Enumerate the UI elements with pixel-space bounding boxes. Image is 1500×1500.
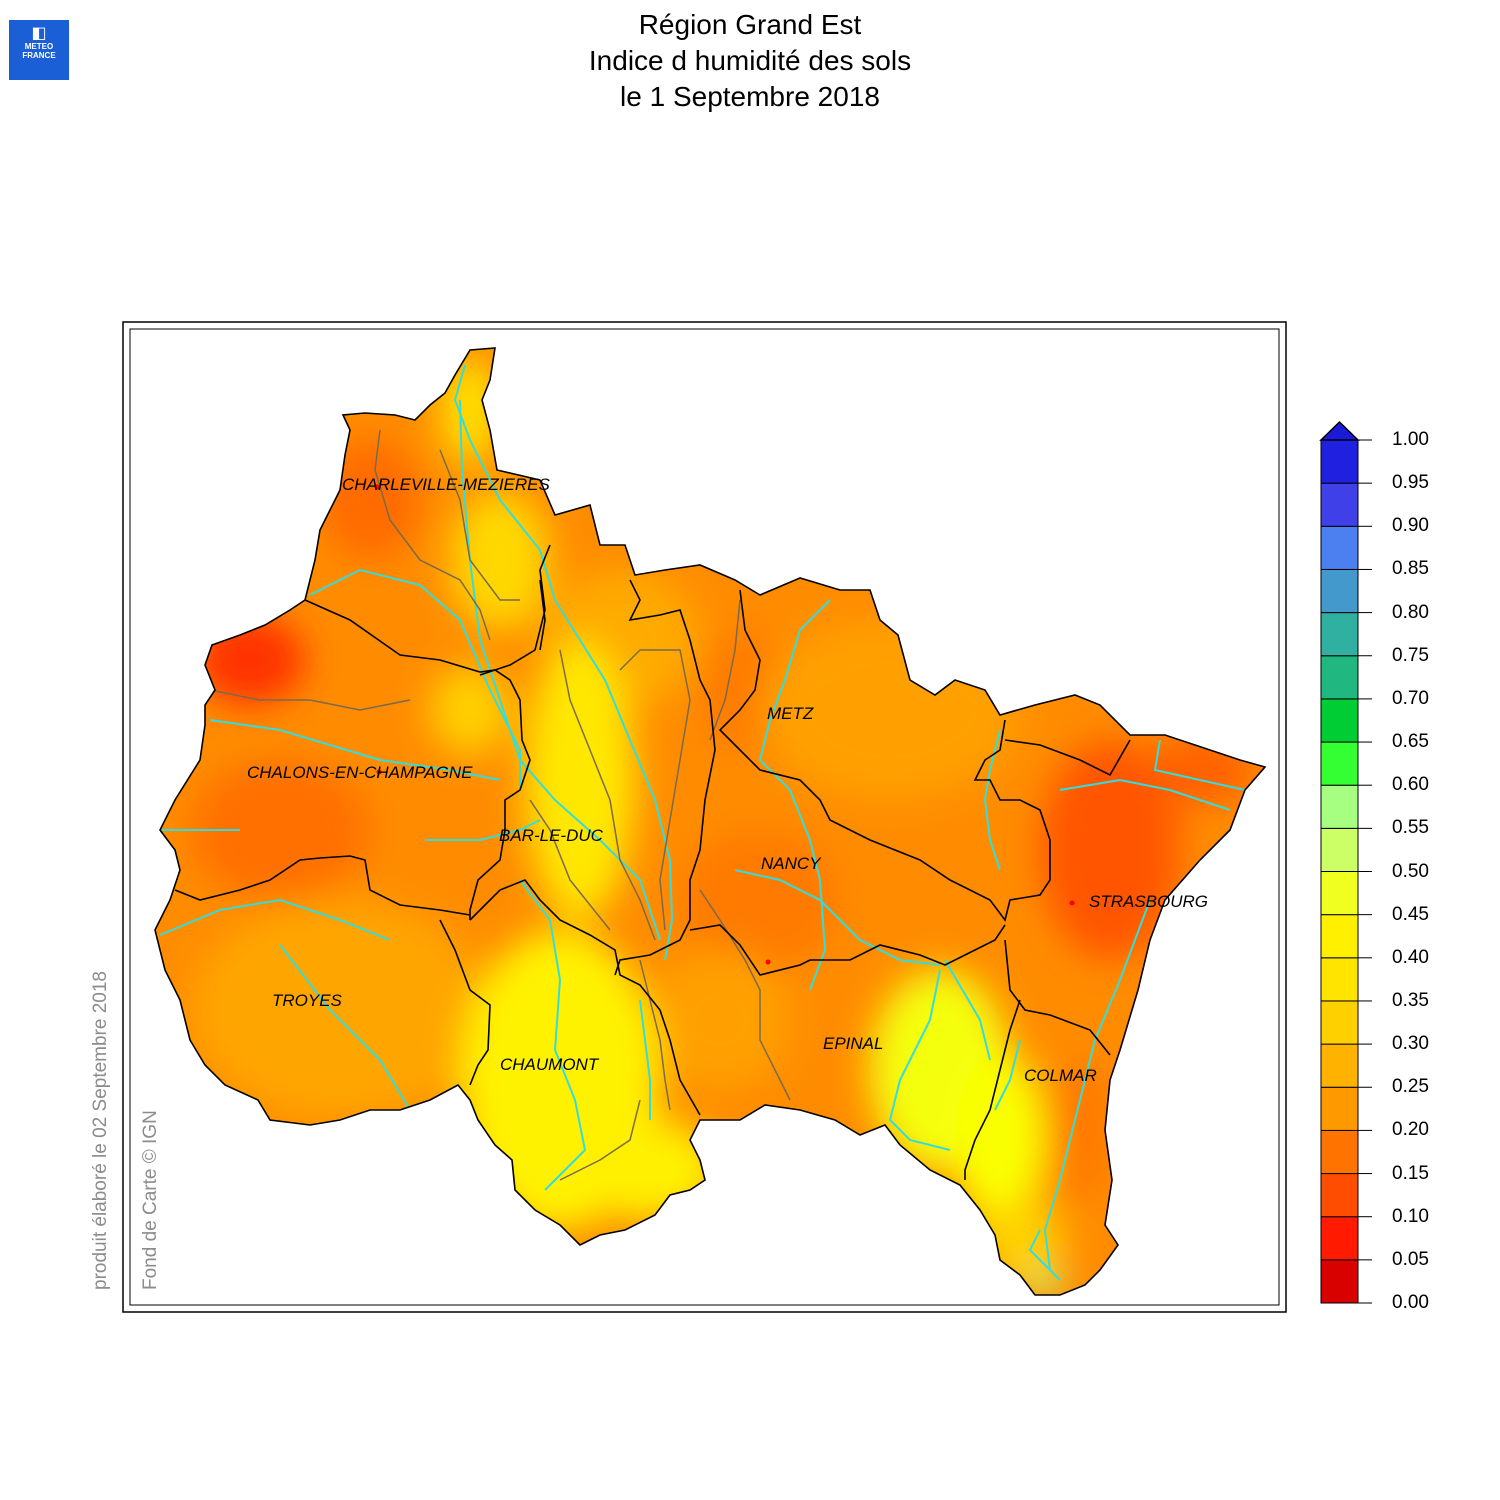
- scale-tick-label: 0.25: [1392, 1076, 1429, 1098]
- scale-swatch: [1320, 525, 1359, 570]
- title-region: Région Grand Est: [638, 9, 862, 40]
- scale-overflow-triangle: [1319, 420, 1360, 441]
- city-label-epinal: EPINAL: [823, 1034, 883, 1053]
- scale-tick-label: 0.00: [1392, 1292, 1429, 1313]
- scale-tick-label: 0.35: [1392, 989, 1429, 1011]
- logo-line1: METEO: [24, 42, 54, 51]
- scale-tick-label: 0.75: [1392, 644, 1429, 666]
- scale-tick-label: 0.60: [1392, 774, 1429, 796]
- city-marker-epinal: [765, 959, 771, 965]
- scale-tick-label: 0.05: [1392, 1248, 1429, 1270]
- scale-swatch: [1320, 1086, 1359, 1131]
- soil-moisture-field: [155, 348, 1265, 1295]
- city-marker-strasbourg: [1069, 900, 1075, 906]
- scale-swatch: [1320, 698, 1359, 743]
- scale-swatch: [1320, 1216, 1359, 1261]
- city-marker-chalons: [376, 769, 382, 775]
- scale-tick-label: 0.85: [1392, 558, 1429, 580]
- map-frame-inner: [129, 328, 1280, 1306]
- logo-mark-icon: ◧: [31, 25, 47, 42]
- rivers: [159, 364, 1246, 1281]
- city-label-colmar: COLMAR: [1024, 1066, 1097, 1085]
- scale-tick-label: 0.55: [1392, 817, 1429, 839]
- scale-swatch: [1320, 741, 1359, 786]
- scale-tick-label: 1.00: [1392, 429, 1429, 450]
- city-label-chaumont: CHAUMONT: [500, 1055, 600, 1074]
- scale-tick-label: 0.90: [1392, 515, 1429, 537]
- scale-tick-label: 0.10: [1392, 1205, 1429, 1227]
- scale-tick-label: 0.80: [1392, 601, 1429, 623]
- city-label-chalons: CHALONS-EN-CHAMPAGNE: [247, 763, 473, 782]
- scale-tick-label: 0.65: [1392, 731, 1429, 753]
- department-borders: [154, 347, 1266, 1296]
- meteo-france-logo: ◧ METEO FRANCE: [9, 20, 69, 80]
- city-label-bar-le-duc: BAR-LE-DUC: [499, 826, 604, 845]
- city-label-strasbourg: STRASBOURG: [1089, 892, 1208, 911]
- scale-swatch: [1320, 1173, 1359, 1218]
- scale-swatch: [1320, 655, 1359, 700]
- scale-swatch: [1320, 1000, 1359, 1045]
- scale-swatch: [1320, 1043, 1359, 1088]
- scale-tick-label: 0.70: [1392, 687, 1429, 709]
- scale-swatch: [1320, 1259, 1359, 1304]
- scale-tick-label: 0.40: [1392, 946, 1429, 968]
- scale-swatch: [1320, 871, 1359, 916]
- city-label-troyes: TROYES: [272, 991, 343, 1010]
- scale-swatch: [1320, 439, 1359, 484]
- basin-borders: [209, 429, 791, 1181]
- scale-swatch: [1320, 784, 1359, 829]
- logo-line2: FRANCE: [22, 51, 56, 60]
- scale-swatch: [1320, 1129, 1359, 1175]
- title-date: le 1 Septembre 2018: [620, 81, 880, 112]
- scale-tick-label: 0.15: [1392, 1162, 1429, 1184]
- scale-swatch: [1320, 482, 1359, 527]
- map-title: Région Grand Est Indice d humidité des s…: [450, 7, 1050, 115]
- credit-produced: produit élaboré le 02 Septembre 2018: [90, 970, 111, 1290]
- title-index: Indice d humidité des sols: [588, 45, 912, 76]
- scale-tick-label: 0.50: [1392, 860, 1429, 882]
- city-marker-charleville: [374, 484, 380, 490]
- city-label-nancy: NANCY: [761, 854, 822, 873]
- scale-swatch: [1320, 612, 1359, 657]
- scale-swatch: [1320, 914, 1359, 959]
- scale-tick-label: 0.45: [1392, 903, 1429, 925]
- scale-swatch: [1320, 957, 1359, 1002]
- city-markers: [374, 484, 1075, 965]
- map-frame-outer: [122, 321, 1287, 1313]
- scale-swatch: [1320, 827, 1359, 872]
- scale-tick-label: 0.30: [1392, 1033, 1429, 1055]
- scale-tick-label: 0.95: [1392, 472, 1429, 494]
- scale-swatch: [1320, 568, 1359, 614]
- credit-basemap: Fond de Carte © IGN: [140, 1110, 161, 1290]
- scale-tick-label: 0.20: [1392, 1119, 1429, 1141]
- city-label-charleville: CHARLEVILLE-MEZIERES: [342, 475, 550, 494]
- color-scale-bar: [1319, 420, 1372, 1304]
- city-label-metz: METZ: [767, 704, 814, 723]
- city-labels: CHARLEVILLE-MEZIERES CHALONS-EN-CHAMPAGN…: [247, 475, 1208, 1085]
